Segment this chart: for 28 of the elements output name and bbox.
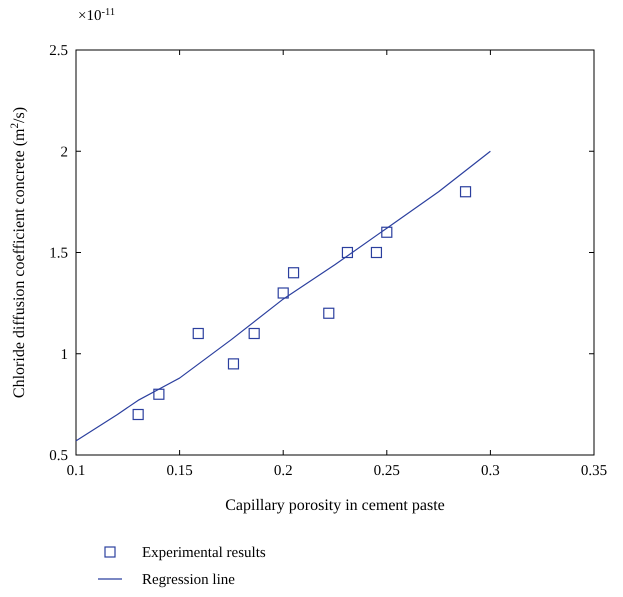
point [248,328,260,340]
point [342,246,354,258]
x-tick-label: 0.3 [481,463,500,479]
point [381,226,392,238]
point [228,358,240,370]
point [153,388,164,400]
legend-label: Regression line [142,572,236,588]
y-tick-label: 0.5 [49,448,68,464]
y-tick-label: 1.5 [49,246,68,262]
x-axis-title: Capillary porosity in cement paste [225,497,445,514]
x-tick-label: 0.2 [274,463,293,479]
point [323,308,334,319]
x-tick-label: 0.15 [166,463,193,479]
point [460,186,472,198]
point [370,246,382,258]
text: ×10$^{-11}$ [78,6,116,24]
point [288,267,300,278]
x-tick-label: 0.1 [66,463,86,479]
y-tick-label: 2 [60,144,68,160]
y-tick-label: 1 [60,346,68,363]
line-series [75,150,491,442]
x-tick-label: 0.25 [374,463,400,479]
y-tick-label: 2.5 [49,43,68,59]
x-tick-label: 0.35 [580,463,608,479]
point [278,287,289,299]
legend-label: Experimental results [142,545,266,561]
point [192,328,204,340]
point [132,408,144,420]
